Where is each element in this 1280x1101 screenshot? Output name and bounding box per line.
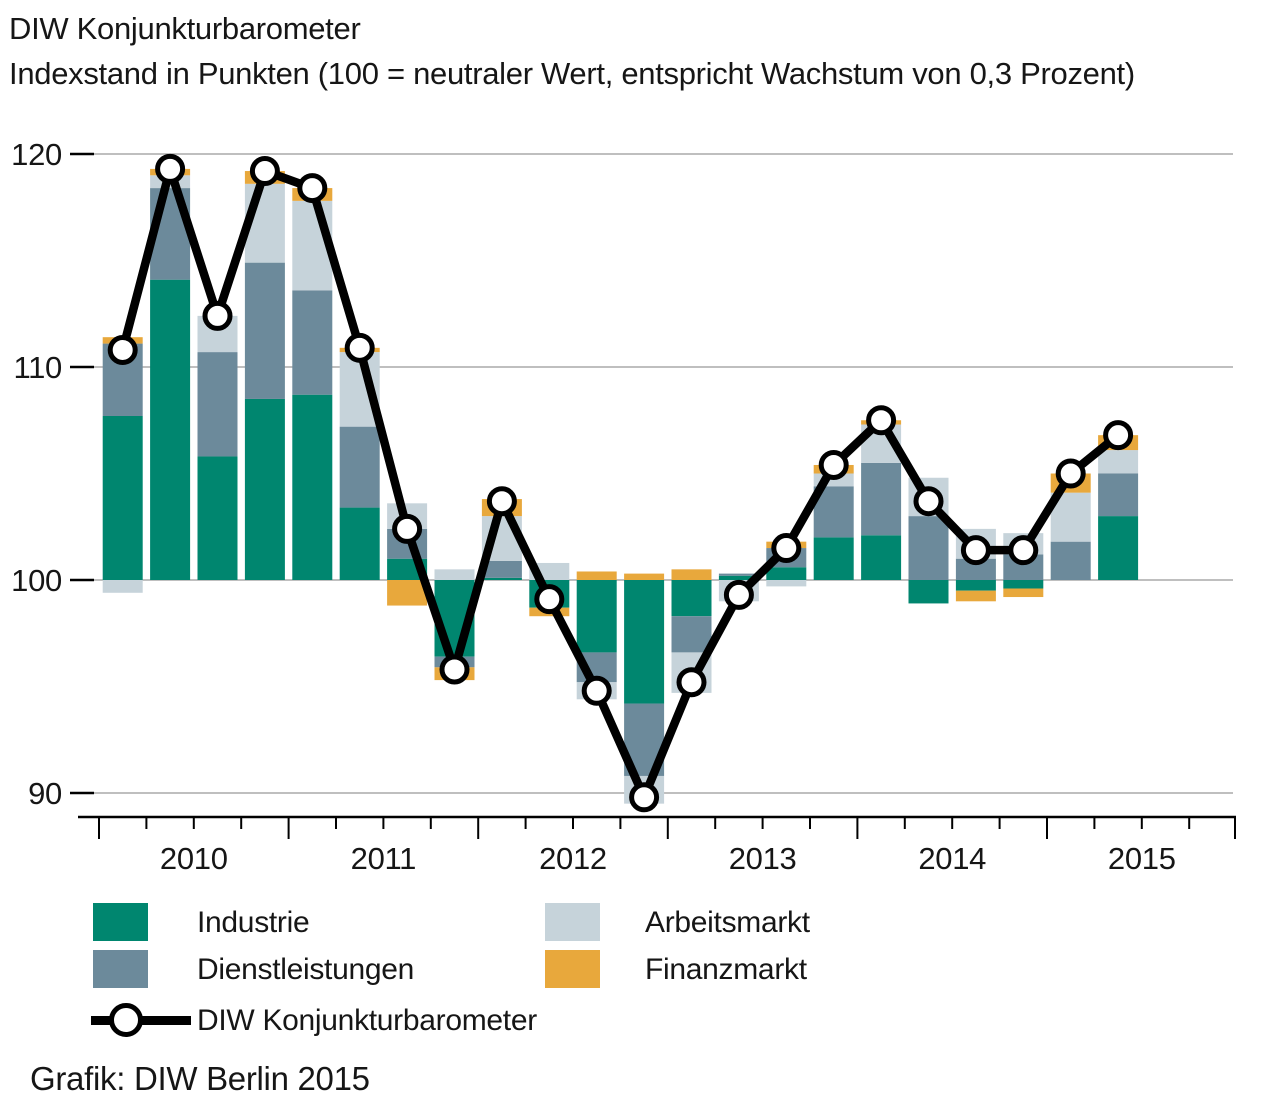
legend-swatch-finanzmarkt [545, 950, 600, 988]
bar-segment-dienstleistungen-2014Q1 [861, 462, 902, 536]
bar-segment-industrie-2010Q4 [244, 398, 285, 580]
barometer-polyline [118, 164, 1123, 802]
bar-segment-industrie-2014Q2 [908, 580, 949, 604]
bar-segment-dienstleistungen-2015Q1 [1050, 541, 1091, 580]
bar-segment-industrie-2012Q3 [576, 580, 617, 653]
legend-swatch-industrie [93, 903, 148, 941]
line-marker-2012Q1 [486, 486, 517, 517]
bar-segment-industrie-2011Q1 [292, 394, 333, 580]
legend-line-marker-icon [109, 1003, 143, 1037]
y-tick-label-100: 100 [11, 563, 62, 598]
bar-segment-dienstleistungen-2014Q3 [955, 558, 996, 580]
bar-segment-finanzmarkt-2011Q3 [387, 580, 428, 606]
line-marker-2011Q4 [439, 654, 470, 685]
stacked-bars [102, 168, 1139, 804]
legend-swatch-arbeitsmarkt [545, 903, 600, 941]
line-marker-2014Q2 [913, 486, 944, 517]
bar-segment-dienstleistungen-2011Q1 [292, 290, 333, 395]
x-year-label-2013: 2013 [729, 841, 797, 876]
line-marker-2012Q2 [534, 584, 565, 615]
bar-segment-finanzmarkt-2014Q4 [1003, 588, 1044, 598]
bar-segment-industrie-2010Q2 [150, 279, 191, 580]
line-marker-2013Q3 [771, 533, 802, 564]
y-tick-label-110: 110 [13, 350, 62, 385]
legend-label-dienstleistungen: Dienstleistungen [197, 953, 415, 986]
bar-segment-industrie-2015Q2 [1098, 516, 1139, 580]
bar-segment-industrie-2010Q3 [197, 456, 238, 580]
axis-labels: 120 110 100 90 2010 2011 2012 2013 2014 2015 [11, 137, 1176, 876]
line-marker-2011Q1 [297, 173, 328, 204]
line-marker-2010Q2 [155, 153, 186, 184]
line-marker-2012Q4 [629, 782, 660, 813]
chart-title: DIW Konjunkturbarometer [9, 11, 361, 46]
chart-canvas: 120 110 100 90 2010 2011 2012 2013 2014 2015 [11, 137, 1236, 876]
x-year-label-2012: 2012 [539, 841, 607, 876]
x-year-label-2011: 2011 [351, 841, 416, 876]
bar-segment-industrie-2014Q4 [1003, 580, 1044, 589]
bar-segment-industrie-2013Q1 [671, 580, 712, 617]
line-marker-2012Q3 [581, 675, 612, 706]
x-year-label-2010: 2010 [160, 841, 228, 876]
line-marker-2011Q2 [344, 332, 375, 363]
bar-segment-finanzmarkt-2014Q3 [955, 590, 996, 602]
line-marker-2014Q3 [960, 535, 991, 566]
bar-segment-industrie-2012Q1 [481, 577, 522, 580]
bar-segment-arbeitsmarkt-2015Q2 [1098, 450, 1139, 474]
bar-segment-arbeitsmarkt-2013Q3 [766, 580, 807, 587]
bar-segment-finanzmarkt-2013Q1 [671, 569, 712, 580]
line-marker-2013Q2 [723, 579, 754, 610]
bar-segment-dienstleistungen-2013Q2 [718, 573, 759, 576]
bar-segment-finanzmarkt-2012Q3 [576, 571, 617, 580]
chart-header: DIW Konjunkturbarometer Indexstand in Pu… [9, 6, 1135, 96]
bar-segment-arbeitsmarkt-2010Q1 [102, 580, 143, 593]
x-year-label-2015: 2015 [1108, 841, 1176, 876]
legend-swatch-dienstleistungen [93, 950, 148, 988]
legend-label-barometer: DIW Konjunkturbarometer [197, 1004, 537, 1037]
bar-segment-dienstleistungen-2010Q3 [197, 352, 238, 457]
bar-segment-dienstleistungen-2012Q1 [481, 560, 522, 578]
bar-segment-industrie-2012Q4 [624, 580, 665, 704]
legend-label-finanzmarkt: Finanzmarkt [645, 953, 807, 986]
bar-segment-dienstleistungen-2014Q2 [908, 516, 949, 580]
bar-segment-industrie-2013Q4 [813, 537, 854, 580]
bar-segment-industrie-2010Q1 [102, 415, 143, 580]
line-marker-2011Q3 [392, 513, 423, 544]
line-marker-2014Q4 [1008, 535, 1039, 566]
chart-subtitle: Indexstand in Punkten (100 = neutraler W… [9, 56, 1135, 91]
line-marker-2010Q4 [249, 156, 280, 187]
y-tick-label-120: 120 [11, 137, 62, 172]
line-marker-2015Q1 [1055, 458, 1086, 489]
legend-label-industrie: Industrie [197, 906, 310, 939]
line-marker-2013Q1 [676, 667, 707, 698]
x-year-label-2014: 2014 [918, 841, 986, 876]
bar-segment-industrie-2011Q2 [339, 507, 380, 580]
bar-segment-industrie-2013Q3 [766, 567, 807, 580]
line-marker-2015Q2 [1103, 420, 1134, 451]
y-tick-label-90: 90 [28, 776, 62, 811]
bar-segment-industrie-2014Q1 [861, 535, 902, 580]
x-axis [78, 815, 1236, 839]
bar-segment-arbeitsmarkt-2011Q4 [434, 569, 475, 580]
bar-segment-industrie-2014Q3 [955, 580, 996, 591]
bar-segment-industrie-2013Q2 [718, 575, 759, 580]
bar-segment-dienstleistungen-2013Q1 [671, 616, 712, 653]
bar-segment-dienstleistungen-2011Q2 [339, 426, 380, 508]
chart-credit: Grafik: DIW Berlin 2015 [30, 1060, 370, 1097]
line-marker-2014Q1 [866, 405, 897, 436]
bar-segment-dienstleistungen-2010Q4 [244, 262, 285, 399]
barometer-line [107, 153, 1134, 813]
line-marker-2010Q3 [202, 300, 233, 331]
legend-label-arbeitsmarkt: Arbeitsmarkt [645, 906, 810, 939]
line-marker-2010Q1 [107, 334, 138, 365]
line-marker-2013Q4 [818, 449, 849, 480]
bar-segment-dienstleistungen-2015Q2 [1098, 473, 1139, 517]
bar-segment-finanzmarkt-2012Q4 [624, 573, 665, 580]
